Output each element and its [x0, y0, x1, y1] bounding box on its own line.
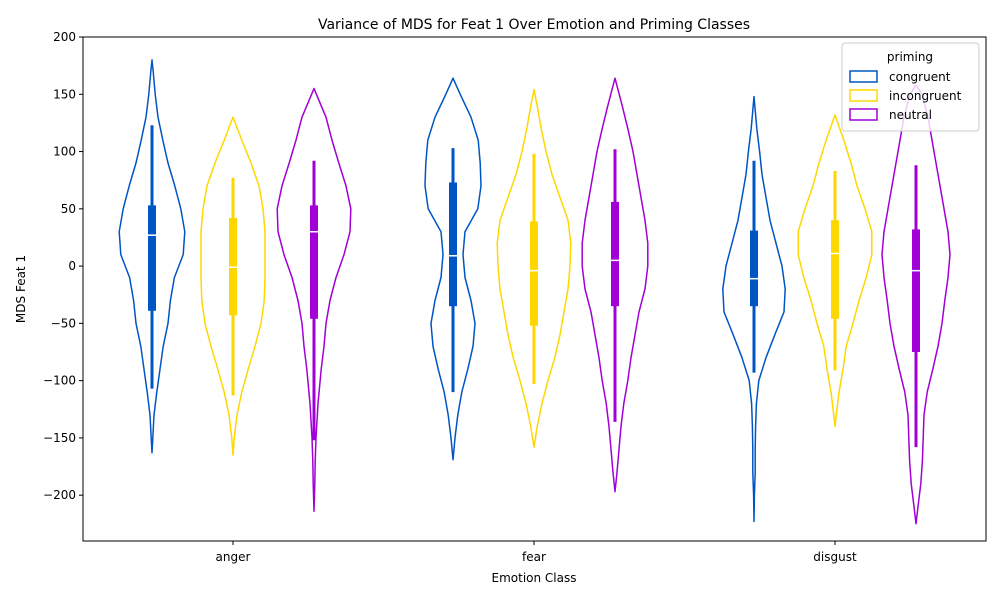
y-tick-label: 50: [61, 202, 76, 216]
y-tick-label: 100: [53, 145, 76, 159]
chart-title: Variance of MDS for Feat 1 Over Emotion …: [318, 17, 750, 33]
x-axis: anger fear disgust: [216, 541, 857, 564]
legend-entries: congruent incongruent neutral: [849, 70, 962, 122]
y-tick-label: 200: [53, 30, 76, 44]
violin-iqr-box: [912, 229, 920, 352]
violin-iqr-box: [831, 220, 839, 319]
violin-iqr-box: [611, 201, 619, 307]
legend-swatch: [849, 108, 878, 121]
violin-congruent-disgust: [722, 95, 786, 523]
legend-entry-incongruent: incongruent: [849, 89, 962, 103]
y-tick-label: −100: [43, 374, 76, 388]
legend: priming congruent incongruent neutral: [841, 42, 980, 132]
y-tick-label: 150: [53, 87, 76, 101]
violin-incongruent-fear: [496, 88, 572, 448]
violin-iqr-box: [530, 221, 538, 326]
y-tick-label: −200: [43, 488, 76, 502]
violin-outline: [200, 116, 266, 456]
violin-outline: [276, 87, 352, 512]
legend-entry-neutral: neutral: [849, 108, 932, 122]
violin-iqr-box: [750, 230, 758, 307]
violin-outline: [496, 88, 572, 448]
x-tick-label-disgust: disgust: [813, 550, 857, 564]
violin-iqr-box: [449, 182, 457, 307]
violin-congruent-anger: [118, 59, 186, 454]
violin-outline: [424, 77, 482, 461]
violin-neutral-fear: [581, 77, 649, 493]
x-tick-label-anger: anger: [216, 550, 251, 564]
y-tick-label: −50: [51, 316, 76, 330]
violin-outline: [722, 95, 786, 523]
violin-neutral-disgust: [881, 84, 951, 525]
legend-label: neutral: [889, 108, 932, 122]
y-axis: 200 150 100 50 0 −50 −100 −150 −200: [43, 30, 83, 502]
violin-incongruent-anger: [200, 116, 266, 456]
violin-congruent-fear: [424, 77, 482, 461]
legend-label: incongruent: [889, 89, 962, 103]
legend-title: priming: [887, 50, 933, 64]
violin-iqr-box: [310, 205, 318, 319]
violin-outline: [581, 77, 649, 493]
legend-swatch: [849, 70, 878, 83]
violin-outline: [118, 59, 186, 454]
violin-neutral-anger: [276, 87, 352, 512]
legend-entry-congruent: congruent: [849, 70, 951, 84]
legend-label: congruent: [889, 70, 951, 84]
plot-area: [118, 59, 951, 525]
violin-incongruent-disgust: [797, 114, 873, 428]
y-tick-label: −150: [43, 431, 76, 445]
y-axis-label: MDS Feat 1: [14, 255, 28, 323]
x-axis-label: Emotion Class: [492, 571, 577, 585]
legend-swatch: [849, 89, 878, 102]
violin-outline: [797, 114, 873, 428]
y-tick-label: 0: [68, 259, 76, 273]
violin-iqr-box: [148, 205, 156, 311]
x-tick-label-fear: fear: [522, 550, 546, 564]
